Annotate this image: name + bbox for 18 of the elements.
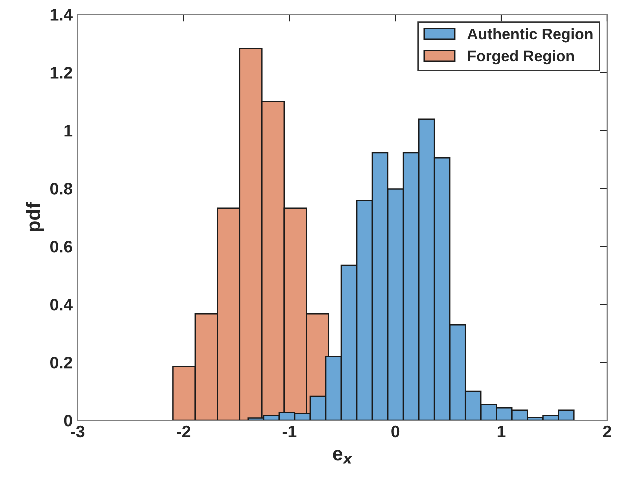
- y-tick-label: 0.4: [50, 298, 73, 311]
- y-tick-label: 1.2: [50, 67, 72, 79]
- y-tick-label: 0.6: [50, 240, 72, 253]
- x-tick-label: -3: [71, 426, 85, 438]
- y-tick-label: 0.8: [50, 183, 73, 195]
- x-tick-label: -1: [282, 426, 297, 438]
- y-tick-label: 1: [64, 125, 73, 137]
- x-tick-label: 1: [498, 426, 506, 438]
- legend-label: Forged Region: [468, 50, 574, 65]
- x-tick-label: 0: [392, 426, 400, 438]
- x-tick-label: 2: [603, 426, 612, 438]
- y-tick-label: 1.4: [50, 9, 73, 21]
- y-tick-label: 0.2: [50, 356, 72, 369]
- y-axis-title: pdf: [26, 202, 44, 232]
- x-axis-title: e$_{x}$: [333, 450, 353, 464]
- legend-label: Authentic Region: [468, 28, 593, 43]
- y-tick-label: 0: [64, 414, 72, 427]
- x-tick-label: -2: [177, 426, 191, 438]
